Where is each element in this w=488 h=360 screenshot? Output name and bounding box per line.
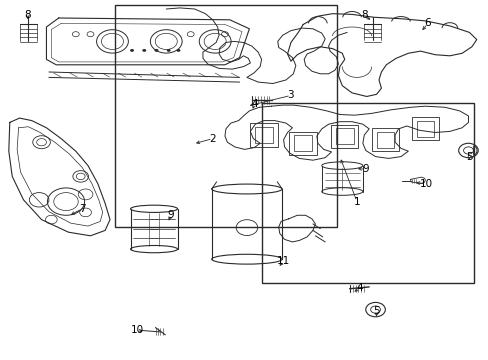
- Bar: [416, 121, 433, 137]
- Text: 8: 8: [360, 10, 367, 20]
- Text: 9: 9: [167, 210, 174, 220]
- Text: 11: 11: [276, 256, 290, 266]
- Circle shape: [130, 49, 134, 52]
- Text: 9: 9: [362, 164, 368, 174]
- Circle shape: [176, 49, 180, 52]
- Bar: [335, 128, 353, 144]
- Text: 3: 3: [287, 90, 294, 100]
- Bar: [330, 125, 358, 148]
- Circle shape: [154, 49, 158, 52]
- Text: 10: 10: [130, 325, 143, 336]
- Bar: [376, 132, 393, 148]
- Bar: [294, 135, 311, 151]
- Text: 5: 5: [465, 152, 472, 162]
- Text: 8: 8: [24, 10, 31, 20]
- Text: 4: 4: [355, 283, 362, 293]
- Text: 1: 1: [353, 197, 360, 207]
- Circle shape: [142, 49, 146, 52]
- Text: 5: 5: [372, 306, 379, 316]
- Text: 7: 7: [79, 204, 85, 214]
- Bar: [115, 5, 337, 227]
- Bar: [411, 117, 438, 140]
- Text: 4: 4: [250, 99, 257, 109]
- Bar: [250, 123, 277, 147]
- Bar: [371, 128, 398, 151]
- Text: 2: 2: [209, 134, 216, 144]
- Bar: [289, 132, 316, 155]
- Text: 10: 10: [419, 179, 432, 189]
- Circle shape: [166, 49, 170, 52]
- Bar: [255, 127, 272, 143]
- Text: 6: 6: [424, 18, 430, 28]
- Bar: [261, 103, 473, 283]
